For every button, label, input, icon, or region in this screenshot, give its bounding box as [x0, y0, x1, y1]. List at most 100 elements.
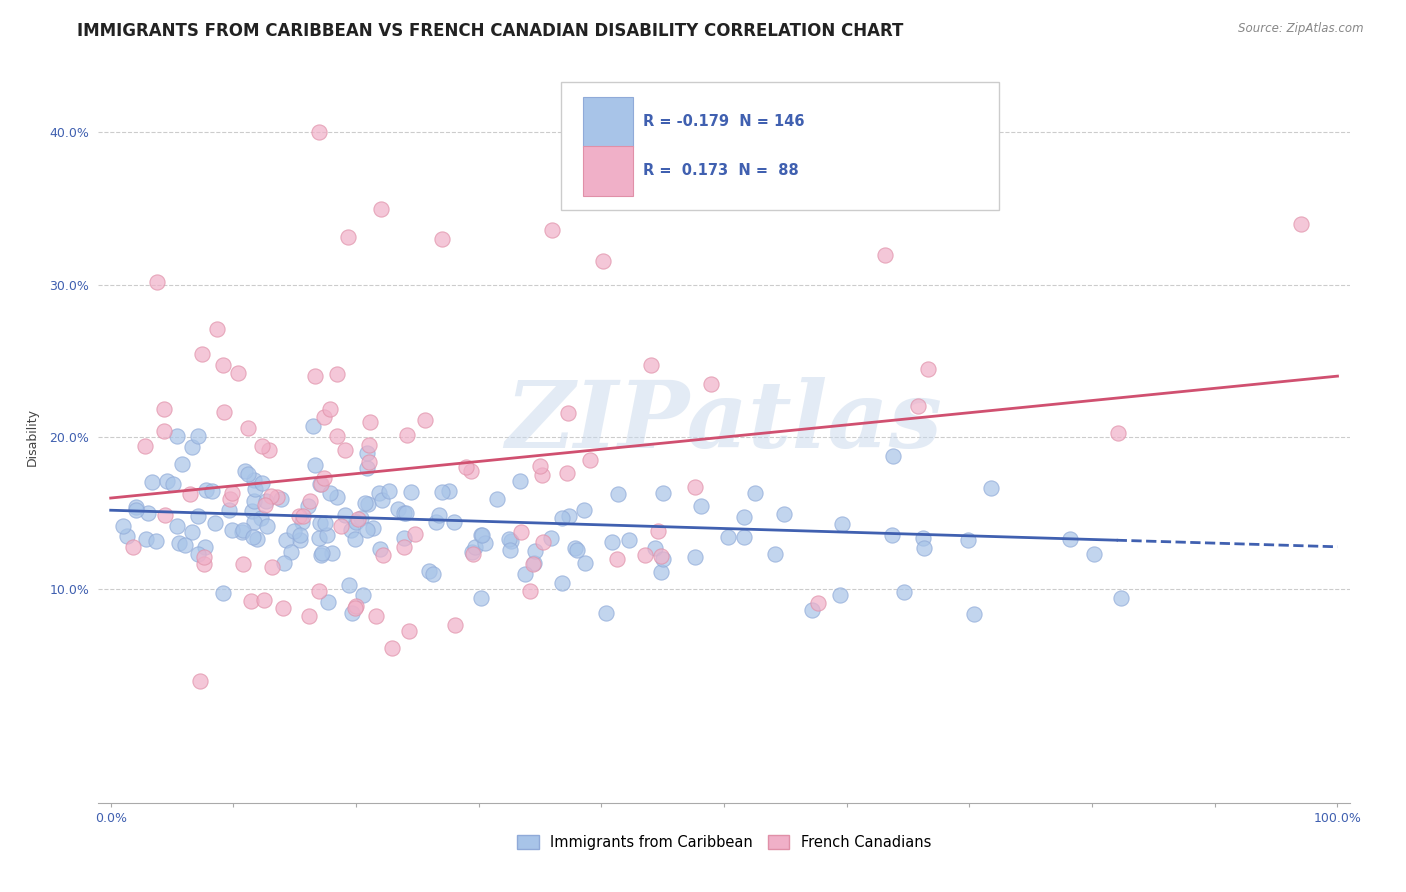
Point [309, 516, 332, 531]
Point [156, 474, 179, 488]
Point [381, 640, 404, 655]
Point [250, 511, 273, 525]
Point [1107, 426, 1129, 441]
Point [266, 490, 288, 504]
Point [302, 419, 325, 434]
Point [298, 608, 321, 623]
Point [221, 486, 243, 500]
Point [292, 508, 315, 523]
Point [567, 543, 589, 558]
Point [733, 509, 755, 524]
Point [344, 516, 367, 530]
Point [523, 543, 546, 558]
Point [283, 524, 305, 538]
Point [418, 565, 440, 579]
Point [357, 454, 380, 468]
Point [907, 399, 929, 413]
Point [1289, 217, 1312, 231]
Point [366, 608, 388, 623]
Point [564, 541, 586, 555]
Point [153, 424, 176, 438]
Point [485, 492, 508, 507]
Point [683, 480, 706, 494]
Point [167, 535, 190, 549]
Point [191, 347, 214, 361]
Point [271, 601, 294, 615]
Point [243, 494, 266, 508]
Point [193, 549, 215, 564]
Point [392, 540, 415, 554]
Point [801, 603, 824, 617]
Point [1059, 533, 1081, 547]
Text: R = -0.179  N = 146: R = -0.179 N = 146 [643, 114, 804, 129]
Point [444, 618, 467, 632]
Point [194, 483, 217, 497]
Point [606, 552, 628, 566]
Point [226, 366, 249, 380]
Point [354, 496, 377, 510]
Point [166, 428, 188, 442]
Point [187, 547, 209, 561]
Point [153, 402, 176, 417]
Point [347, 512, 370, 526]
Point [356, 461, 378, 475]
Point [280, 545, 302, 559]
Point [333, 508, 356, 522]
Point [460, 464, 482, 478]
Point [179, 487, 201, 501]
Point [522, 557, 544, 571]
Point [683, 549, 706, 564]
Point [311, 546, 333, 560]
Point [357, 497, 380, 511]
Point [240, 594, 263, 608]
Point [367, 486, 389, 500]
Point [474, 536, 496, 550]
Point [831, 516, 853, 531]
Point [340, 606, 363, 620]
Point [315, 527, 337, 541]
Point [807, 596, 830, 610]
Point [153, 508, 176, 522]
Point [337, 578, 360, 592]
Point [399, 485, 422, 500]
Point [232, 557, 254, 571]
Point [254, 493, 277, 508]
Point [211, 586, 233, 600]
Point [717, 530, 740, 544]
Point [243, 482, 266, 496]
Point [395, 506, 418, 520]
Point [146, 275, 169, 289]
Point [574, 556, 596, 570]
Point [531, 467, 554, 482]
Point [558, 509, 581, 524]
Point [232, 523, 254, 537]
Point [288, 533, 311, 547]
Text: R =  0.173  N =  88: R = 0.173 N = 88 [643, 163, 799, 178]
Point [551, 576, 574, 591]
Point [619, 533, 641, 547]
Point [231, 525, 253, 540]
Point [361, 521, 384, 535]
Point [357, 438, 380, 452]
Point [430, 232, 453, 246]
Point [274, 533, 297, 547]
FancyBboxPatch shape [561, 82, 1000, 211]
Point [256, 519, 278, 533]
Point [640, 358, 662, 372]
Point [115, 529, 138, 543]
Point [437, 484, 460, 499]
Point [180, 440, 202, 454]
Point [498, 533, 520, 547]
Point [124, 500, 146, 514]
Point [523, 557, 546, 571]
Point [236, 467, 259, 481]
Point [304, 458, 326, 473]
Point [651, 551, 673, 566]
Point [187, 509, 209, 524]
FancyBboxPatch shape [582, 146, 633, 195]
Point [394, 532, 416, 546]
Point [170, 458, 193, 472]
Point [356, 523, 378, 537]
Point [763, 547, 786, 561]
Point [250, 476, 273, 491]
